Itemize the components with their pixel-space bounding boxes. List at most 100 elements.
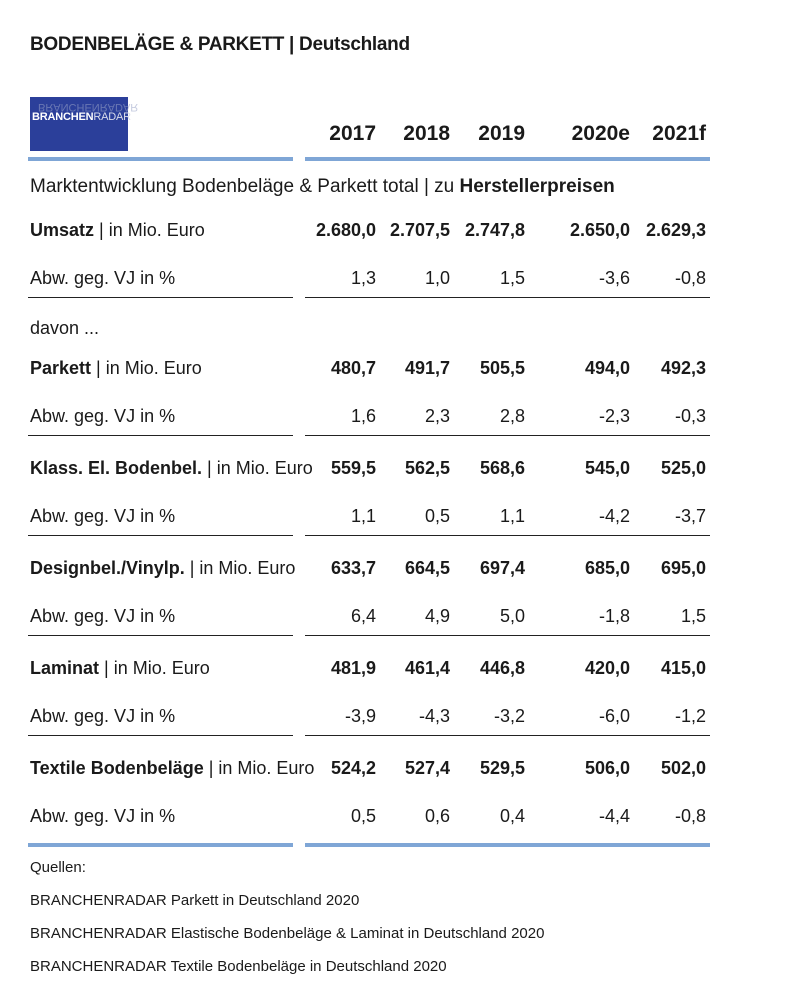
table-cell-2021f: 2.629,3	[645, 220, 706, 240]
row-label: Abw. geg. VJ in %	[30, 606, 176, 626]
row-label: Umsatz | in Mio. Euro	[30, 220, 205, 241]
table-cell-2020e: 420,0	[584, 658, 630, 678]
table-cell-2019: 2.747,8	[464, 220, 525, 240]
row-label: Abw. geg. VJ in %	[30, 506, 176, 526]
table-cell-2018: 4,9	[424, 606, 450, 626]
table-cell-2019: 1,1	[499, 506, 525, 526]
row-label-name: Laminat	[30, 658, 100, 678]
source-line: BRANCHENRADAR Textile Bodenbeläge in Deu…	[30, 958, 447, 975]
row-separator-left	[28, 735, 293, 736]
table-cell-2021f: 1,5	[680, 606, 706, 626]
table-cell-2019: 2,8	[499, 406, 525, 426]
table-row-change: Abw. geg. VJ in % 0,5 0,6 0,4 -4,4 -0,8	[0, 806, 790, 836]
table-row-change: Abw. geg. VJ in % -3,9 -4,3 -3,2 -6,0 -1,2	[0, 706, 790, 736]
row-separator-right	[305, 535, 710, 536]
row-label-unit: | in Mio. Euro	[99, 658, 210, 678]
table-cell-2021f: -0,3	[674, 406, 706, 426]
row-label: Designbel./Vinylp. | in Mio. Euro	[30, 558, 295, 579]
year-header-2021f: 2021f	[652, 122, 706, 145]
row-label: Parkett | in Mio. Euro	[30, 358, 202, 379]
row-label-unit: | in Mio. Euro	[91, 358, 202, 378]
row-label: Abw. geg. VJ in %	[30, 706, 176, 726]
table-cell-2017: 1,6	[350, 406, 376, 426]
row-separator-right	[305, 635, 710, 636]
table-cell-2018: 0,5	[424, 506, 450, 526]
logo-text: BRANCHENRADAR	[32, 111, 131, 123]
row-label-name: Textile Bodenbeläge	[30, 758, 204, 778]
table-cell-2017: 2.680,0	[315, 220, 376, 240]
row-label-name: Klass. El. Bodenbel.	[30, 458, 203, 478]
year-header: 2017 2018 2019 2020e 2021f	[0, 122, 790, 150]
table-cell-2019: 529,5	[479, 758, 525, 778]
row-label-unit: | in Mio. Euro	[203, 758, 315, 778]
table-row-value: Klass. El. Bodenbel. | in Mio. Euro 559,5…	[0, 458, 790, 488]
davon-label: davon ...	[30, 318, 100, 338]
table-cell-2019: 1,5	[499, 268, 525, 288]
table-cell-2021f: -0,8	[674, 806, 706, 826]
year-header-2018: 2018	[403, 122, 450, 145]
table-cell-2020e: 2.650,0	[569, 220, 630, 240]
row-label-unit: | in Mio. Euro	[202, 458, 313, 478]
table-cell-2020e: 494,0	[584, 358, 630, 378]
davon-label-row: davon ...	[0, 318, 790, 348]
row-label-name: Umsatz	[30, 220, 95, 240]
sources-block: Quellen: BRANCHENRADAR Parkett in Deutsc…	[30, 858, 544, 990]
footer-bar-right	[305, 843, 710, 847]
table-cell-2019: 0,4	[499, 806, 525, 826]
table-cell-2021f: 695,0	[660, 558, 706, 578]
table-cell-2019: 446,8	[479, 658, 525, 678]
table-row-value: Parkett | in Mio. Euro 480,7 491,7 505,5 494…	[0, 358, 790, 388]
row-label: Abw. geg. VJ in %	[30, 268, 176, 288]
table-cell-2021f: -0,8	[674, 268, 706, 288]
table-cell-2021f: 502,0	[660, 758, 706, 778]
subtitle-emphasis: Herstellerpreisen	[459, 176, 615, 197]
table-cell-2018: 2,3	[424, 406, 450, 426]
row-label-name: Parkett	[30, 358, 92, 378]
table-cell-2019: -3,2	[493, 706, 525, 726]
source-line: BRANCHENRADAR Elastische Bodenbeläge & L…	[30, 925, 545, 942]
table-cell-2021f: 415,0	[660, 658, 706, 678]
table-subtitle: Marktentwicklung Bodenbeläge & Parkett t…	[30, 176, 615, 198]
logo-text-part1: BRANCHEN	[32, 111, 94, 123]
subtitle-prefix: Marktentwicklung Bodenbeläge & Parkett t…	[30, 176, 460, 197]
year-header-2017: 2017	[329, 122, 376, 145]
header-bar-right	[305, 157, 710, 161]
table-cell-2020e: -6,0	[598, 706, 630, 726]
table-cell-2021f: -3,7	[674, 506, 706, 526]
table-cell-2018: 1,0	[424, 268, 450, 288]
table-cell-2017: 1,3	[350, 268, 376, 288]
row-label: Abw. geg. VJ in %	[30, 406, 176, 426]
table-row-value: Umsatz | in Mio. Euro 2.680,0 2.707,5 2.747…	[0, 220, 790, 250]
sources-heading: Quellen:	[30, 859, 86, 876]
table-cell-2018: 527,4	[404, 758, 450, 778]
table-cell-2018: 2.707,5	[389, 220, 450, 240]
row-label-unit: | in Mio. Euro	[94, 220, 205, 240]
row-separator-left	[28, 297, 293, 298]
table-row-change: Abw. geg. VJ in % 1,6 2,3 2,8 -2,3 -0,3	[0, 406, 790, 436]
table-cell-2017: 559,5	[330, 458, 376, 478]
row-separator-left	[28, 535, 293, 536]
table-row-change: Abw. geg. VJ in % 1,3 1,0 1,5 -3,6 -0,8	[0, 268, 790, 298]
table-cell-2020e: -4,4	[598, 806, 630, 826]
row-separator-right	[305, 297, 710, 298]
table-cell-2021f: 492,3	[660, 358, 706, 378]
logo-text-part2: RADAR	[93, 111, 131, 123]
table-cell-2020e: -3,6	[598, 268, 630, 288]
table-cell-2021f: -1,2	[674, 706, 706, 726]
row-label-name: Designbel./Vinylp.	[30, 558, 185, 578]
table-row-value: Designbel./Vinylp. | in Mio. Euro 633,7 66…	[0, 558, 790, 588]
footer-bar-left	[28, 843, 293, 847]
table-cell-2018: 461,4	[404, 658, 450, 678]
table-row-value: Textile Bodenbeläge | in Mio. Euro 524,2 5…	[0, 758, 790, 788]
table-row-value: Laminat | in Mio. Euro 481,9 461,4 446,8 420…	[0, 658, 790, 688]
table-cell-2017: 6,4	[350, 606, 376, 626]
table-cell-2018: -4,3	[418, 706, 450, 726]
table-cell-2020e: 685,0	[584, 558, 630, 578]
row-separator-right	[305, 735, 710, 736]
year-header-2019: 2019	[478, 122, 525, 145]
row-label: Klass. El. Bodenbel. | in Mio. Euro	[30, 458, 313, 479]
table-cell-2020e: 506,0	[584, 758, 630, 778]
source-line: BRANCHENRADAR Parkett in Deutschland 202…	[30, 892, 360, 909]
table-cell-2019: 568,6	[479, 458, 525, 478]
